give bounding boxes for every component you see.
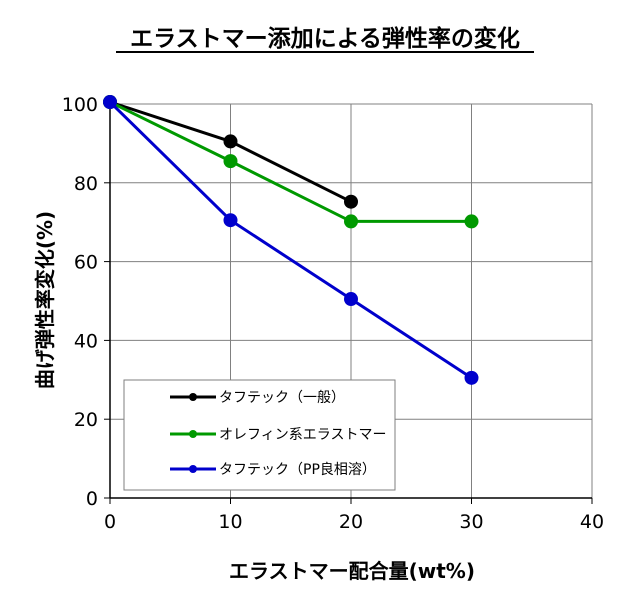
data-point: [344, 194, 358, 209]
y-tick-label: 40: [74, 330, 98, 352]
legend-label: タフテック（一般）: [219, 390, 345, 406]
x-axis-title: エラストマー配合量(wt%): [229, 559, 475, 583]
legend-label: タフテック（PP良相溶）: [219, 462, 376, 478]
data-point: [464, 214, 479, 229]
data-point: [103, 95, 117, 110]
legend-marker: [189, 393, 197, 401]
legend-marker: [189, 465, 197, 473]
legend-box: [123, 379, 396, 491]
y-tick-label: 80: [74, 173, 98, 195]
data-point: [223, 213, 238, 228]
x-tick-label: 30: [459, 511, 483, 533]
tick-labels: 0 20 40 60 80 100 0 10 20 30 40: [62, 94, 604, 533]
x-tick-label: 20: [339, 511, 363, 533]
x-tick-label: 10: [218, 511, 242, 533]
series-line: [109, 100, 472, 223]
y-tick-label: 60: [74, 252, 98, 274]
data-point: [223, 154, 238, 169]
y-tick-label: 20: [74, 409, 98, 431]
legend-item-1: タフテック（一般）: [170, 390, 345, 406]
data-point: [464, 370, 479, 385]
data-point: [344, 214, 358, 229]
x-tick-label: 40: [580, 511, 604, 533]
chart-title: エラストマー添加による弾性率の変化: [130, 25, 520, 52]
data-point: [223, 134, 238, 149]
series: [103, 95, 479, 385]
y-axis-title: 曲げ弾性率変化(%): [33, 211, 57, 389]
legend-marker: [189, 430, 197, 438]
legend-label: オレフィン系エラストマー: [219, 427, 386, 443]
y-tick-label: 100: [62, 94, 98, 116]
x-tick-label: 0: [104, 511, 116, 533]
legend-item-3: タフテック（PP良相溶）: [170, 462, 376, 478]
y-tick-label: 0: [86, 488, 98, 510]
series-1: [103, 95, 358, 209]
series-line: [108, 100, 473, 380]
data-point: [344, 292, 358, 307]
series-2: [103, 95, 479, 229]
axes: [104, 103, 593, 504]
series-3: [103, 95, 479, 385]
legend-item-2: オレフィン系エラストマー: [170, 427, 386, 443]
